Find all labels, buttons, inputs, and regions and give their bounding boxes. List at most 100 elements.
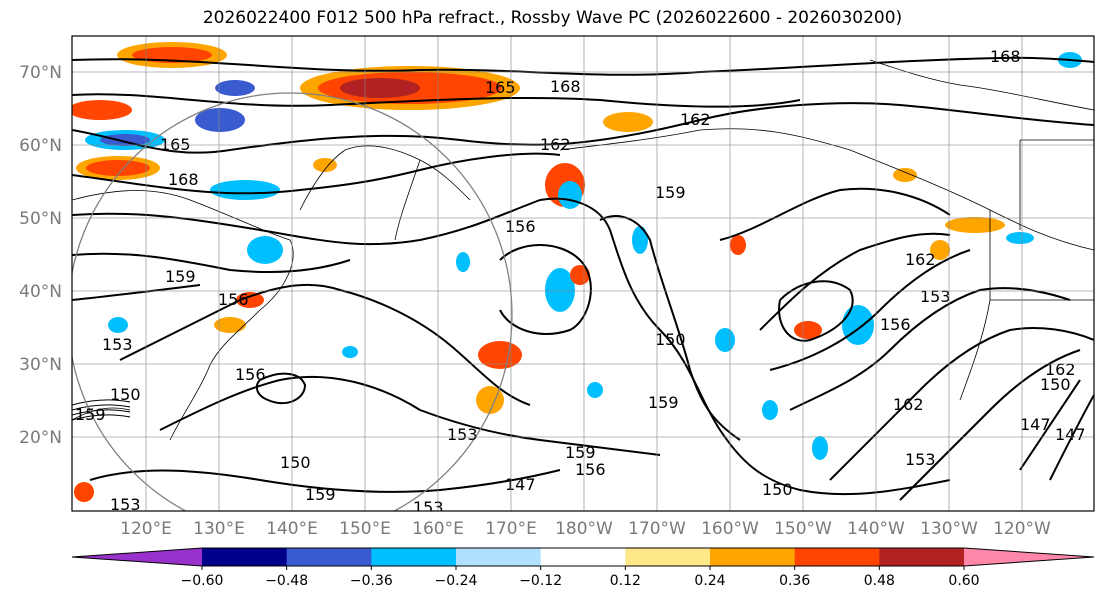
plot-title: 2026022400 F012 500 hPa refract., Rossby… xyxy=(202,8,903,28)
contour-label: 159 xyxy=(655,183,686,202)
lat-label: 40°N xyxy=(19,282,62,302)
contour-label: 147 xyxy=(1055,425,1086,444)
colorbar-segment xyxy=(456,548,542,566)
lon-label: 170°E xyxy=(485,519,537,539)
shaded-blob xyxy=(632,226,648,254)
contour-label: 159 xyxy=(648,393,679,412)
shaded-blob xyxy=(587,382,603,398)
lat-label: 50°N xyxy=(19,209,62,229)
contour-label: 156 xyxy=(880,315,911,334)
colorbar-tick-label: −0.48 xyxy=(265,573,308,589)
lat-label: 30°N xyxy=(19,355,62,375)
shaded-blob xyxy=(545,268,575,312)
colorbar-segment xyxy=(710,548,796,566)
lon-label: 120°E xyxy=(120,519,172,539)
lon-label: 180°W xyxy=(555,519,613,539)
contour-label: 156 xyxy=(575,460,606,479)
shaded-blob xyxy=(842,305,874,345)
lon-label: 130°E xyxy=(193,519,245,539)
contour-label: 168 xyxy=(168,170,199,189)
shaded-blob xyxy=(247,236,283,264)
shaded-blob xyxy=(603,112,653,132)
shaded-blob xyxy=(570,265,590,285)
shaded-blob xyxy=(893,168,917,182)
shaded-blob xyxy=(812,436,828,460)
lon-label: 160°W xyxy=(701,519,759,539)
contour-label: 165 xyxy=(160,135,191,154)
colorbar-tick-label: 0.12 xyxy=(610,573,641,589)
contour-label: 150 xyxy=(655,330,686,349)
shaded-blob xyxy=(210,180,280,200)
contour-label: 150 xyxy=(762,480,793,499)
contour-label: 153 xyxy=(447,425,478,444)
contour-lines xyxy=(72,56,1094,501)
shaded-blob xyxy=(342,346,358,358)
contour-label: 165 xyxy=(485,78,516,97)
contour-label: 159 xyxy=(75,405,106,424)
contour-label: 156 xyxy=(218,290,249,309)
lat-label: 70°N xyxy=(19,63,62,83)
shaded-blob xyxy=(794,321,822,339)
shaded-blob xyxy=(195,108,245,132)
shaded-blob xyxy=(1006,232,1034,244)
colorbar-segment xyxy=(286,548,372,566)
contour-label: 147 xyxy=(505,475,536,494)
colorbar-segment xyxy=(540,548,626,566)
contour-label: 156 xyxy=(235,365,266,384)
contour-label: 159 xyxy=(165,267,196,286)
contour-label: 150 xyxy=(280,453,311,472)
contour-label: 162 xyxy=(893,395,924,414)
lon-label: 130°W xyxy=(920,519,978,539)
contour-label: 150 xyxy=(110,385,141,404)
shaded-blob xyxy=(100,134,150,146)
colorbar-tick-label: −0.12 xyxy=(519,573,562,589)
contour-label: 159 xyxy=(305,485,336,504)
map-frame xyxy=(71,35,1095,512)
colorbar-tick-label: 0.36 xyxy=(779,573,810,589)
shaded-blob xyxy=(74,482,94,502)
colorbar: −0.60 −0.48 −0.36 −0.24 −0.12 0.12 0.24 0.36 0.4… xyxy=(71,547,1095,589)
colorbar-tick-label: −0.60 xyxy=(181,573,224,589)
shaded-blob xyxy=(456,252,470,272)
shaded-blob xyxy=(108,317,128,333)
contour-label: 153 xyxy=(102,335,133,354)
contour-label: 150 xyxy=(1040,375,1071,394)
great-circle xyxy=(72,92,513,511)
coastlines xyxy=(72,59,1094,441)
colorbar-tick-label: 0.60 xyxy=(948,573,979,589)
contour-label: 162 xyxy=(540,135,571,154)
shaded-blob xyxy=(215,80,255,96)
contour-label-group: 168 165 168 162 162 165 168 156 159 159 … xyxy=(75,47,1086,517)
latitude-axis: 70°N 60°N 50°N 40°N 30°N 20°N xyxy=(19,63,62,448)
contour-label: 162 xyxy=(905,250,936,269)
colorbar-extend-low xyxy=(72,548,202,566)
shaded-blob xyxy=(236,292,264,308)
contour-label: 153 xyxy=(413,498,444,517)
gridlines xyxy=(72,36,1094,511)
colorbar-tick-label: −0.36 xyxy=(350,573,393,589)
lon-label: 160°E xyxy=(412,519,464,539)
colorbar-segment xyxy=(371,548,457,566)
shaded-blob xyxy=(715,328,735,352)
shaded-blob xyxy=(476,386,504,414)
shaded-blob xyxy=(86,160,150,176)
colorbar-segment xyxy=(794,548,880,566)
colorbar-tick-label: 0.24 xyxy=(694,573,725,589)
lon-label: 120°W xyxy=(993,519,1051,539)
lon-label: 170°W xyxy=(628,519,686,539)
lat-label: 20°N xyxy=(19,428,62,448)
contour-label: 159 xyxy=(565,443,596,462)
contour-label: 156 xyxy=(505,217,536,236)
shaded-blob xyxy=(730,235,746,255)
lon-label: 150°W xyxy=(774,519,832,539)
shaded-blob xyxy=(558,181,582,209)
lon-label: 150°E xyxy=(339,519,391,539)
shaded-blob xyxy=(945,217,1005,233)
contour-label: 147 xyxy=(1020,415,1051,434)
shaded-blob xyxy=(478,341,522,369)
contour-label: 162 xyxy=(1045,360,1076,379)
contour-label: 162 xyxy=(680,110,711,129)
colorbar-segment xyxy=(625,548,711,566)
colorbar-tick-label: −0.24 xyxy=(435,573,478,589)
shaded-blob xyxy=(340,78,420,98)
